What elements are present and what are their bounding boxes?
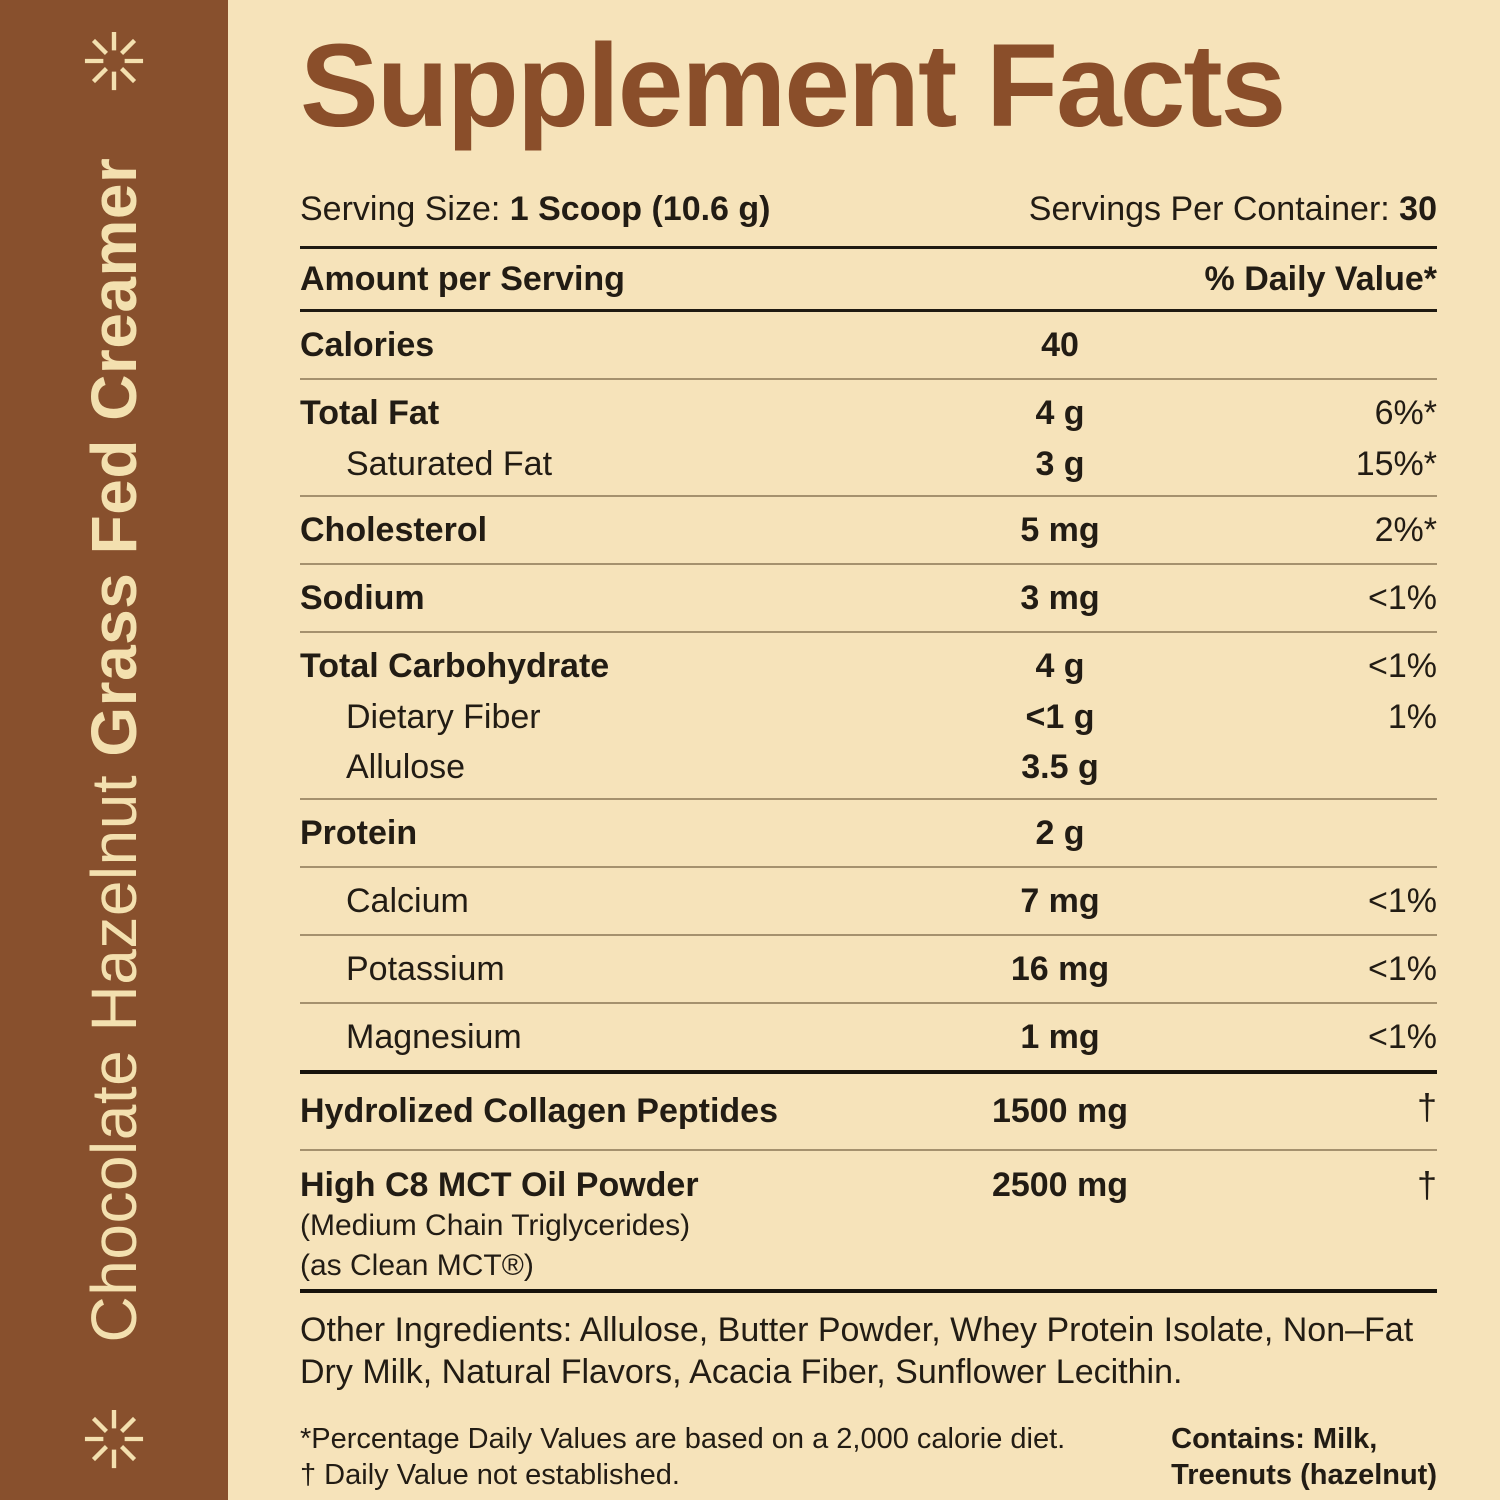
contains-line: Contains: Milk, [1171,1423,1378,1455]
nutrient-amount: 4 g [1035,647,1085,685]
nutrient-name: Calcium [346,882,469,920]
nutrient-dv: <1% [1368,882,1437,920]
servings-label: Servings Per Container: [1028,190,1400,228]
servings-value: 30 [1399,190,1437,228]
nutrient-name: Hydrolized Collagen Peptides [300,1092,778,1130]
nutrient-subnote: (Medium Chain Triglycerides) [300,1209,691,1242]
footnotes: *Percentage Daily Values are based on a … [300,1421,1437,1493]
nutrient-amount: 5 mg [1020,511,1100,549]
flavor-name: Chocolate Hazelnut [78,756,150,1343]
nutrient-name: Dietary Fiber [346,698,541,736]
nutrient-name: Calories [300,326,435,364]
starburst-icon [84,31,144,91]
nutrient-dv: <1% [1368,647,1437,685]
nutrient-amount: 3 mg [1020,579,1100,617]
product-name: Grass Fed Creamer [78,157,150,757]
supplement-facts-panel: Supplement Facts Serving Size: 1 Scoop (… [228,0,1500,1493]
table-row-potassium: Potassium 16 mg <1% [300,936,1437,1004]
table-row-total-fat: Total Fat 4 g 6%* [300,380,1437,439]
nutrient-dv: 2%* [1374,511,1437,549]
nutrient-amount: 1 mg [1020,1018,1100,1056]
flavor-sidebar-inner: Chocolate Hazelnut Grass Fed Creamer [0,0,228,1500]
amount-per-serving-header: Amount per Serving [300,260,625,298]
contains-line: Treenuts (hazelnut) [1171,1459,1437,1491]
nutrient-dv-dagger: † [1416,1086,1437,1127]
table-row-allulose: Allulose 3.5 g [300,742,1437,800]
nutrient-name: Sodium [300,579,425,617]
table-row-calcium: Calcium 7 mg <1% [300,868,1437,936]
product-name-vertical: Chocolate Hazelnut Grass Fed Creamer [77,158,151,1343]
table-row-saturated-fat: Saturated Fat 3 g 15%* [300,439,1437,497]
nutrient-name: Total Carbohydrate [300,647,610,685]
table-row-total-carbohydrate: Total Carbohydrate 4 g <1% [300,633,1437,692]
table-row-collagen-peptides: Hydrolized Collagen Peptides 1500 mg † [300,1074,1437,1151]
table-row-magnesium: Magnesium 1 mg <1% [300,1004,1437,1074]
nutrient-amount: <1 g [1025,698,1095,736]
nutrient-name: Magnesium [346,1018,522,1056]
percent-dv-note: *Percentage Daily Values are based on a … [300,1423,1066,1455]
serving-size-label: Serving Size: [300,190,510,228]
nutrient-name: Allulose [346,748,466,786]
daily-value-footnotes: *Percentage Daily Values are based on a … [300,1421,1065,1493]
nutrient-dv: 6%* [1374,394,1437,432]
nutrient-name: Protein [300,814,418,852]
nutrient-name: Saturated Fat [346,445,553,483]
dagger-note: † Daily Value not established. [300,1459,680,1491]
table-row-sodium: Sodium 3 mg <1% [300,565,1437,633]
nutrient-subnote: (as Clean MCT®) [300,1249,534,1282]
nutrient-amount: 16 mg [1010,950,1110,988]
other-ingredients-text: Other Ingredients: Allulose, Butter Powd… [300,1311,1414,1391]
panel-title: Supplement Facts [300,20,1286,152]
nutrient-name: High C8 MCT Oil Powder (Medium Chain Tri… [300,1167,920,1283]
nutrient-dv-dagger: † [1416,1164,1437,1205]
nutrient-dv: <1% [1368,1018,1437,1056]
serving-size-value: 1 Scoop (10.6 g) [509,190,771,228]
nutrient-amount: 4 g [1035,394,1085,432]
table-row-cholesterol: Cholesterol 5 mg 2%* [300,497,1437,565]
nutrient-amount: 3.5 g [1021,748,1099,786]
nutrient-name: Potassium [346,950,505,988]
serving-info-row: Serving Size: 1 Scoop (10.6 g) Servings … [300,190,1437,249]
nutrient-name: Total Fat [300,394,440,432]
table-column-header: Amount per Serving % Daily Value* [300,249,1437,312]
nutrient-amount: 1500 mg [991,1092,1129,1130]
nutrient-dv: <1% [1368,950,1437,988]
nutrient-amount: 40 [1041,326,1079,364]
nutrient-name-main: High C8 MCT Oil Powder [300,1166,699,1204]
flavor-sidebar: Chocolate Hazelnut Grass Fed Creamer [0,0,228,1500]
servings-per-container: Servings Per Container: 30 [1029,190,1437,228]
nutrient-amount: 2 g [1035,814,1085,852]
nutrient-name: Cholesterol [300,511,488,549]
nutrient-amount: 2500 mg [991,1166,1129,1204]
nutrient-amount: 7 mg [1020,882,1100,920]
daily-value-header: % Daily Value* [1204,260,1437,298]
table-row-mct-oil-powder: High C8 MCT Oil Powder (Medium Chain Tri… [300,1151,1437,1293]
serving-size: Serving Size: 1 Scoop (10.6 g) [300,190,771,228]
table-row-calories: Calories 40 [300,312,1437,380]
table-row-protein: Protein 2 g [300,800,1437,868]
nutrient-dv: 1% [1387,698,1437,736]
table-row-dietary-fiber: Dietary Fiber <1 g 1% [300,692,1437,742]
nutrient-dv: 15%* [1355,445,1437,483]
nutrient-amount: 3 g [1035,445,1085,483]
starburst-icon [84,1409,144,1469]
nutrient-dv: <1% [1368,579,1437,617]
allergen-statement: Contains: Milk, Treenuts (hazelnut) [1171,1421,1437,1493]
